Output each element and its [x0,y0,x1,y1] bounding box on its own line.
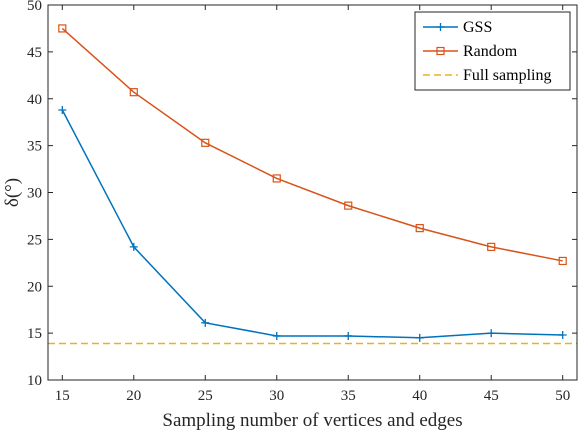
legend-label: GSS [463,19,492,36]
y-tick-label: 10 [27,373,42,389]
data-point [415,333,424,342]
y-tick-label: 40 [27,92,42,108]
legend-item: GSS [423,19,492,36]
series-layer [48,24,577,345]
x-tick-label: 45 [484,388,499,404]
data-point [415,224,424,233]
y-axis-label: δ(°) [2,178,23,207]
data-point [58,24,67,33]
data-point [436,46,445,56]
data-point [201,318,210,327]
y-tick-label: 45 [27,45,42,61]
data-point [487,242,496,251]
legend-item: Random [423,43,518,60]
data-point [558,256,567,266]
x-tick-label: 40 [412,388,427,404]
data-point [487,329,496,338]
legend-label: Random [463,43,518,60]
axes-box [47,4,578,381]
x-tick-label: 50 [555,388,570,404]
x-tick-label: 15 [55,388,70,404]
series-random [58,24,567,266]
series-gss [58,106,567,342]
data-point [129,88,138,97]
axis-ticks: 15 20 25 30 35 40 45 50 10 15 20 25 30 35 40 45 50 [27,0,577,404]
legend: GSS Random Full sampling [414,11,571,91]
data-point [558,331,567,339]
legend-item: Full sampling [423,67,551,84]
x-axis-label: Sampling number of vertices and edges [162,410,462,431]
data-point [436,23,445,31]
data-point [58,106,67,114]
series-line [61,27,563,262]
data-point [344,201,353,210]
y-tick-label: 50 [27,0,42,14]
y-tick-label: 15 [27,326,42,342]
data-point [129,242,138,251]
x-tick-label: 30 [269,388,284,404]
y-tick-label: 25 [27,232,42,248]
data-point [272,174,281,183]
y-tick-label: 30 [27,186,42,202]
series-line [61,109,563,339]
x-tick-label: 35 [341,388,356,404]
y-tick-label: 20 [27,279,42,295]
legend-label: Full sampling [463,67,551,84]
x-tick-label: 20 [126,388,141,404]
data-point [272,331,281,340]
x-tick-label: 25 [198,388,213,404]
y-tick-label: 35 [27,139,42,155]
data-point [344,331,353,340]
data-point [201,138,210,147]
